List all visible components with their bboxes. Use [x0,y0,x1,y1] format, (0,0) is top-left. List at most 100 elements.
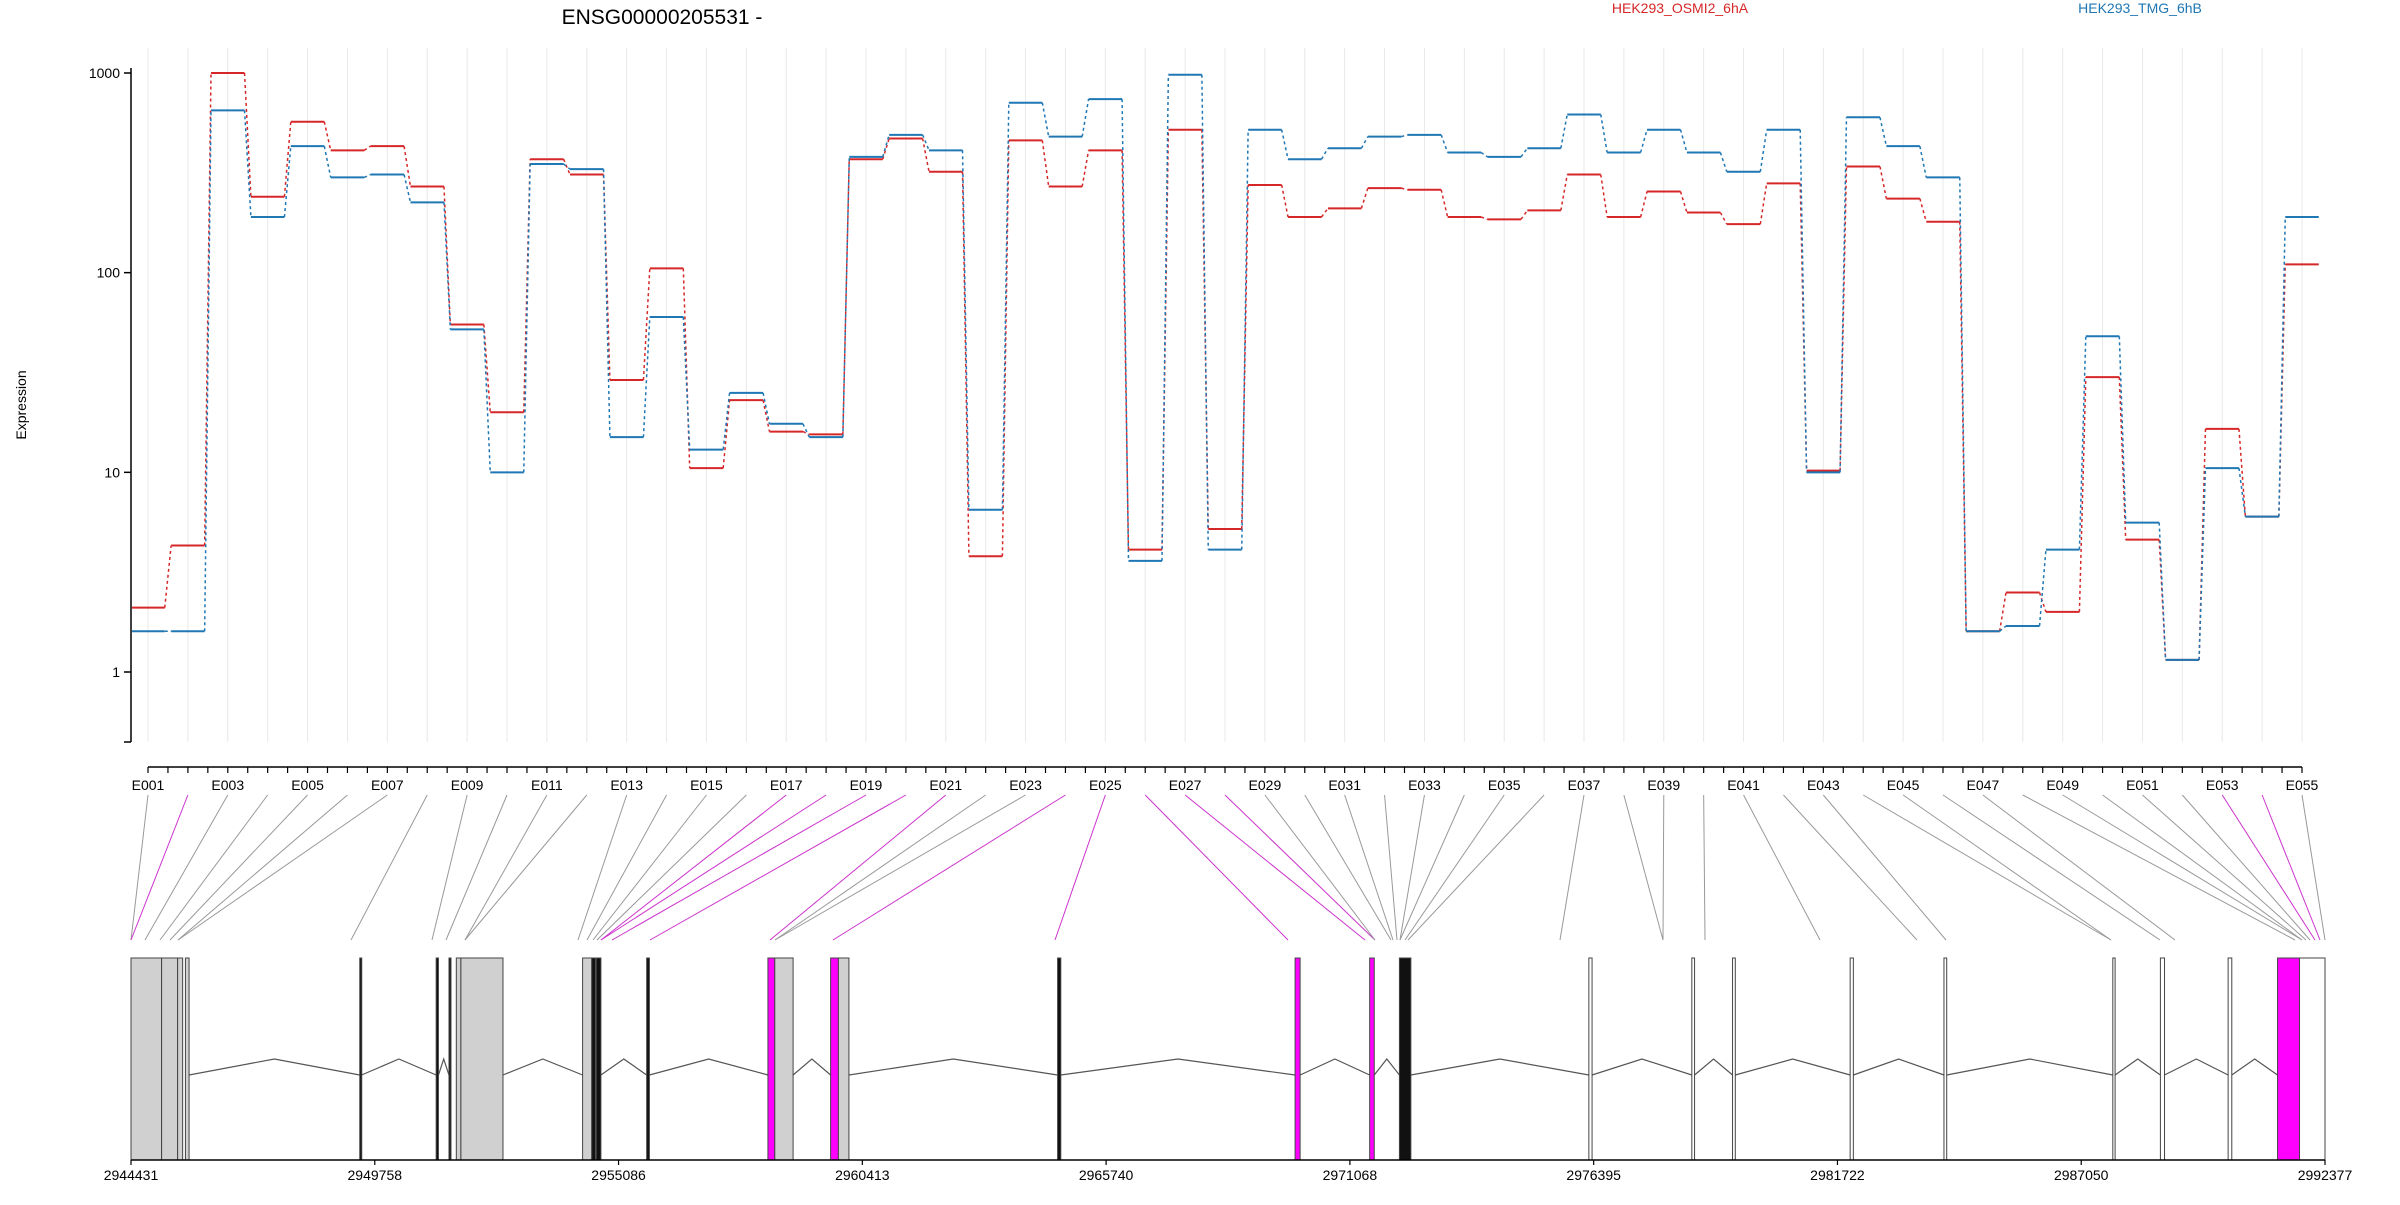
series-connector [2198,468,2207,660]
x-tick-label: E043 [1807,777,1840,793]
x-tick-label: E025 [1089,777,1122,793]
x-tick-label: E013 [610,777,643,793]
x-tick-label: E041 [1727,777,1760,793]
intron-line [1060,1058,1296,1076]
exon-connector [649,794,907,941]
exon-block [1369,957,1375,1161]
exon-connector [1559,794,1585,941]
exon-connector [1743,794,1821,941]
legend-label-osmi2: HEK293_OSMI2_6hA [1612,0,1749,16]
exon-connector [431,794,468,941]
intron-line [2231,1058,2278,1076]
series-connector [1560,174,1568,211]
exon-connector [177,794,388,941]
series-connector [1839,166,1848,471]
exon-connector [600,794,787,941]
series-connector [1600,114,1608,153]
series-connector [2238,468,2247,517]
intron-line [2114,1058,2161,1076]
series-connector [483,324,491,413]
intron-line [600,1058,648,1076]
series-connector [1600,174,1608,218]
exon-connector [1224,794,1376,941]
x-tick-label: E031 [1328,777,1361,793]
exon-connector [169,794,308,941]
intron-line [437,1057,450,1076]
exon-connector [1264,794,1376,941]
x-tick-label: E027 [1169,777,1202,793]
series-connector [203,110,212,632]
genome-axis: 2944431 2949758 2955086 2960413 2965740 29710… [104,1159,2353,1183]
x-tick-label: E011 [531,777,563,793]
series-connector [1999,625,2007,632]
intron-line [1946,1058,2113,1076]
intron-line [1853,1058,1945,1076]
series-connector [961,171,970,557]
y-axis: 1 10 100 1000 [89,65,132,743]
exon-connector [1783,794,1918,941]
exon-connector [1407,794,1545,941]
exon-connector [159,794,269,941]
exon-block [1943,957,1948,1161]
series-connector [602,169,611,438]
series-connector [842,156,850,438]
exon-block [460,957,504,1161]
series-connector [443,186,452,325]
series-connector [2278,216,2286,517]
exon-connector [445,794,508,941]
exon-connector [1822,794,1947,941]
series-connector [722,392,731,450]
series-connector [363,173,371,179]
exon-connector [144,794,229,941]
series-connector [1560,114,1568,149]
series-connector [1360,136,1369,149]
series-connector [283,121,292,197]
genome-tick-label: 2987050 [2054,1167,2109,1183]
connector-layer [130,794,2326,941]
exon-block [2112,957,2116,1161]
x-tick-label: E051 [2126,777,2159,793]
exon-block [646,957,650,1161]
series-connector [762,392,771,424]
series-connector [363,145,371,151]
y-tick-label: 100 [97,265,121,281]
exon-connector [577,794,628,941]
series-connector [1919,198,1927,222]
series-connector [2118,377,2127,540]
series-connector [1799,183,1808,471]
grid-layer [147,48,2303,742]
series-connector [563,163,571,170]
exon-block [774,957,794,1161]
series-connector [1759,129,1768,172]
x-tick-label: E049 [2046,777,2079,793]
x-tick-label: E029 [1249,777,1282,793]
series-connector [2078,336,2087,550]
series-connector [323,121,332,151]
exon-connector [592,794,707,941]
exon-connector [1862,794,2112,941]
series-connector [1998,592,2007,632]
series-connector [882,134,890,158]
intron-line [792,1058,832,1076]
series-connector [1679,129,1688,153]
x-axis: E001 E003 E005 E007 E009 E011 E013 E015 E017 E019… [132,766,2319,793]
exon-connector [464,794,548,941]
series-connector [1401,134,1408,138]
exon-connector [2221,794,2316,941]
series-connector [2158,522,2167,660]
series-connector [203,72,212,546]
genome-tick-label: 2960413 [835,1167,890,1183]
exon-connector [1184,794,1366,941]
exon-connector [600,794,827,941]
exon-block [830,957,839,1161]
exon-block [359,957,363,1161]
genome-tick-label: 2949758 [348,1167,403,1183]
series-connector [1959,221,1967,632]
genome-tick-label: 2965740 [1079,1167,1134,1183]
exon-connector [177,794,348,941]
genome-tick-label: 2992377 [2298,1167,2353,1183]
series-connector [1719,152,1728,173]
series-connector [1201,74,1209,550]
series-connector [403,146,412,187]
